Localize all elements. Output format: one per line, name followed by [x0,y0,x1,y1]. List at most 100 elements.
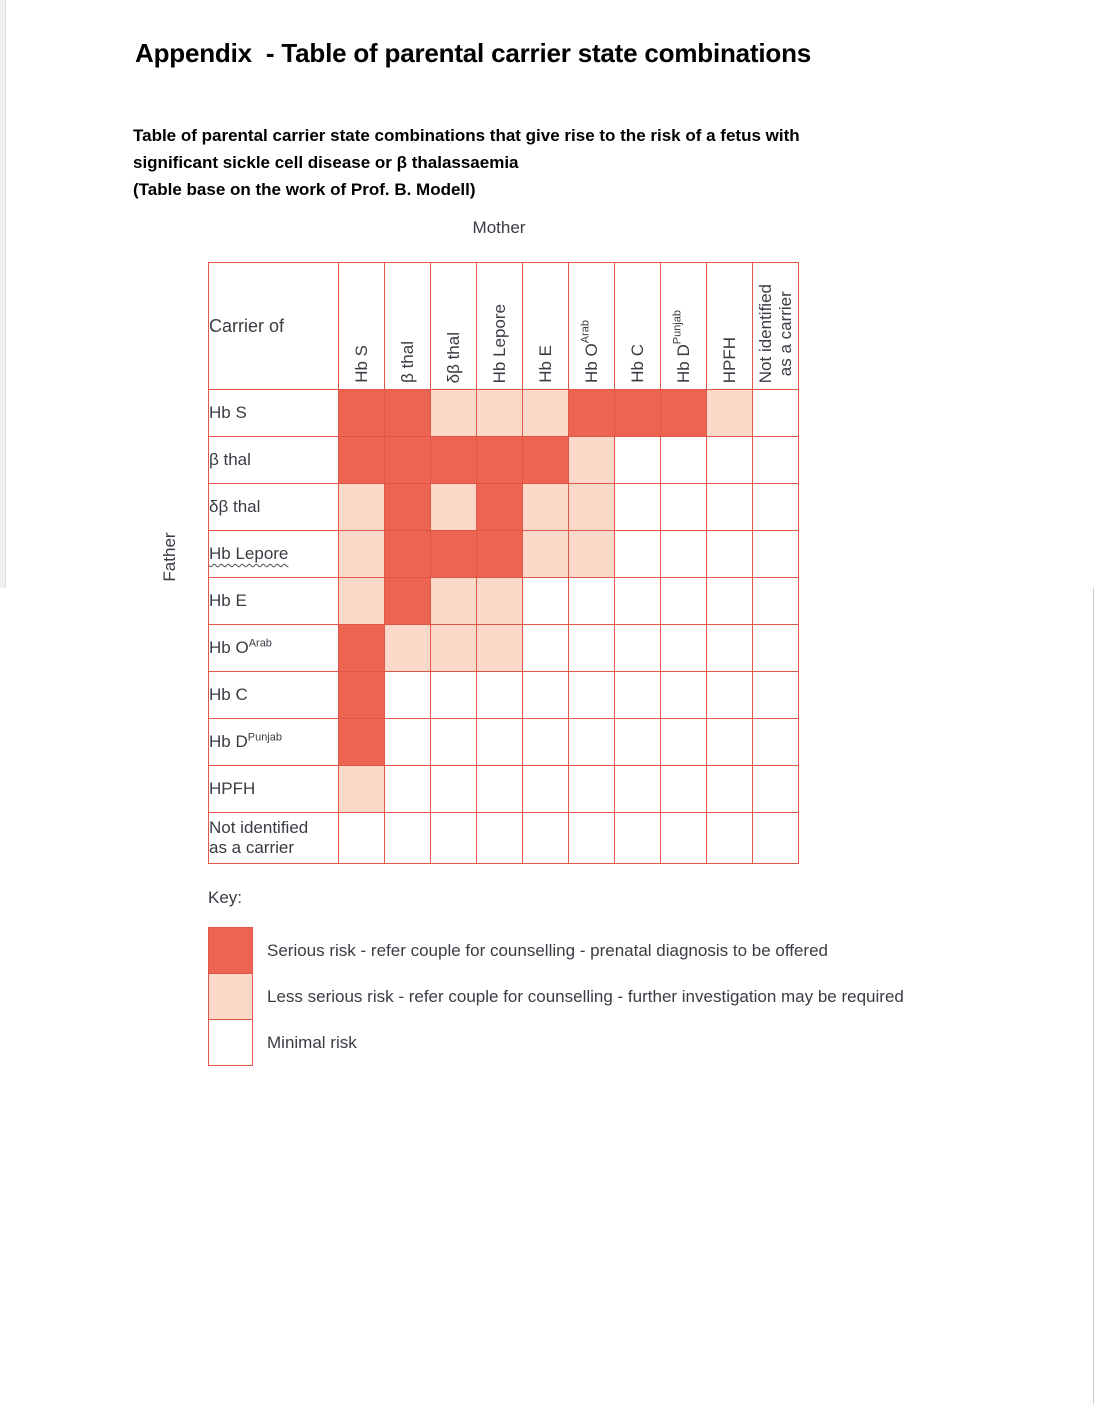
risk-cell-minimal [568,577,615,625]
risk-cell-serious [384,483,431,531]
risk-cell-minimal [706,530,753,578]
risk-cell-minimal [752,624,799,672]
risk-cell-minimal [430,812,477,864]
risk-cell-minimal [660,718,707,766]
key-label-less-serious: Less serious risk - refer couple for cou… [267,986,904,1006]
column-header-beta-thal: β thal [384,262,431,390]
risk-key: Key: Serious risk - refer couple for cou… [208,888,904,1066]
risk-cell-minimal [752,389,799,437]
risk-cell-serious [476,530,523,578]
table-row-hb-s: Hb S [208,389,799,437]
key-swatch-serious [208,927,253,974]
risk-cell-less [522,483,569,531]
risk-cell-serious [430,436,477,484]
risk-cell-serious [384,389,431,437]
risk-cell-less [338,765,385,813]
risk-cell-minimal [338,812,385,864]
risk-cell-minimal [706,812,753,864]
column-header-label: β thal [397,341,417,383]
risk-cell-less [568,483,615,531]
risk-cell-minimal [614,671,661,719]
risk-cell-serious [384,530,431,578]
risk-cell-less [430,577,477,625]
risk-cell-less [338,483,385,531]
risk-cell-minimal [706,718,753,766]
risk-cell-minimal [476,718,523,766]
risk-cell-minimal [430,671,477,719]
key-title: Key: [208,888,243,907]
risk-cell-minimal [476,671,523,719]
risk-cell-minimal [614,530,661,578]
risk-cell-minimal [384,812,431,864]
risk-cell-minimal [430,765,477,813]
risk-cell-minimal [614,436,661,484]
column-header-label: Not identified as a carrier [755,283,795,383]
risk-cell-minimal [752,530,799,578]
corner-cell: Carrier of [208,262,339,390]
column-header-hb-c: Hb C [614,262,661,390]
row-header-hb-lepore: Hb Lepore [208,530,339,578]
page-title: Appendix - Table of parental carrier sta… [135,38,812,68]
risk-cell-less [430,483,477,531]
risk-cell-minimal [752,671,799,719]
table-row-hb-o-arab: Hb OArab [208,624,799,672]
risk-cell-minimal [430,718,477,766]
risk-cell-minimal [614,765,661,813]
column-header-label: Hb E [535,345,555,383]
risk-cell-minimal [568,624,615,672]
mother-axis-label: Mother [472,218,526,237]
risk-cell-minimal [476,812,523,864]
risk-cell-minimal [568,718,615,766]
risk-cell-minimal [752,483,799,531]
superscript: Arab [248,637,272,650]
key-entry-less-serious: Less serious risk - refer couple for cou… [208,973,904,1020]
superscript: Punjab [247,731,282,744]
superscript: Punjab [670,310,683,345]
risk-cell-serious [384,577,431,625]
key-label-minimal: Minimal risk [267,1032,357,1052]
risk-cell-minimal [384,671,431,719]
risk-cell-minimal [522,765,569,813]
table-row-hb-d-punjab: Hb DPunjab [208,718,799,766]
risk-cell-minimal [522,718,569,766]
table-row-hb-c: Hb C [208,671,799,719]
row-header-hb-s: Hb S [208,389,339,437]
table-row-hb-lepore: Hb Lepore [208,530,799,578]
risk-cell-minimal [522,812,569,864]
table-row-hpfh: HPFH [208,765,799,813]
risk-cell-less [338,577,385,625]
risk-cell-minimal [660,765,707,813]
risk-cell-minimal [476,765,523,813]
column-header-label: Hb OArab [578,320,601,383]
risk-cell-minimal [706,436,753,484]
risk-cell-serious [338,624,385,672]
risk-cell-less [522,530,569,578]
risk-cell-minimal [614,577,661,625]
risk-cell-serious [568,389,615,437]
risk-cell-serious [476,483,523,531]
superscript: Arab [578,320,591,344]
column-header-hb-s: Hb S [338,262,385,390]
risk-cell-minimal [706,671,753,719]
risk-cell-minimal [614,718,661,766]
father-axis-label: Father [160,532,179,582]
subtitle-line-2: significant sickle cell disease or β tha… [133,153,519,172]
risk-cell-minimal [706,483,753,531]
page-edge-right [1093,588,1094,1404]
column-header-hb-e: Hb E [522,262,569,390]
risk-cell-serious [660,389,707,437]
risk-cell-minimal [752,718,799,766]
risk-cell-less [568,530,615,578]
risk-cell-minimal [660,577,707,625]
risk-cell-serious [476,436,523,484]
row-header-hb-o-arab: Hb OArab [208,624,339,672]
key-entry-minimal: Minimal risk [208,1019,904,1066]
risk-cell-minimal [614,624,661,672]
risk-cell-serious [338,436,385,484]
risk-cell-less [384,624,431,672]
subtitle-line-3: (Table base on the work of Prof. B. Mode… [133,180,476,199]
column-header-delta-beta-thal: δβ thal [430,262,477,390]
risk-cell-serious [384,436,431,484]
key-entries: Serious risk - refer couple for counsell… [208,927,904,1066]
column-header-label: HPFH [719,336,739,383]
